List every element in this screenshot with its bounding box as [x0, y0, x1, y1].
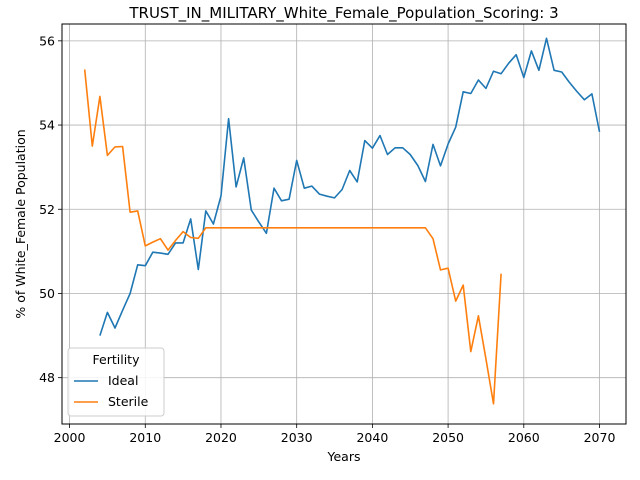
- series-lines: [83, 37, 601, 405]
- y-tick-label: 54: [39, 118, 55, 133]
- x-tick-label: 2070: [584, 430, 616, 445]
- y-tick-label: 52: [39, 202, 55, 217]
- y-tick-label: 48: [39, 370, 55, 385]
- x-tick-label: 2060: [508, 430, 540, 445]
- x-axis-title: Years: [327, 449, 361, 464]
- x-tick-label: 2050: [432, 430, 464, 445]
- y-axis-title: % of White_Female Population: [13, 129, 28, 318]
- plot-frame: [61, 23, 627, 425]
- x-axis: 2000 2010 2020 2030 2040 2050 2060 2070: [54, 424, 616, 445]
- legend-box: [67, 347, 165, 417]
- legend: Fertility Ideal Sterile: [67, 347, 165, 417]
- y-tick-label: 56: [39, 33, 55, 48]
- chart-title: TRUST_IN_MILITARY_White_Female_Populatio…: [128, 4, 558, 23]
- series-line-sterile: [83, 69, 502, 405]
- legend-label-ideal: Ideal: [108, 373, 138, 388]
- legend-title: Fertility: [93, 352, 141, 367]
- x-tick-label: 2010: [129, 430, 161, 445]
- legend-items: Ideal Sterile: [74, 373, 149, 409]
- series-line-ideal: [99, 37, 601, 336]
- grid: [62, 24, 626, 424]
- x-tick-label: 2020: [205, 430, 237, 445]
- x-tick-label: 2000: [54, 430, 86, 445]
- x-tick-label: 2040: [356, 430, 388, 445]
- y-axis: 48 50 52 54 56: [39, 33, 62, 385]
- x-tick-label: 2030: [281, 430, 313, 445]
- y-tick-label: 50: [39, 286, 55, 301]
- legend-label-sterile: Sterile: [108, 394, 149, 409]
